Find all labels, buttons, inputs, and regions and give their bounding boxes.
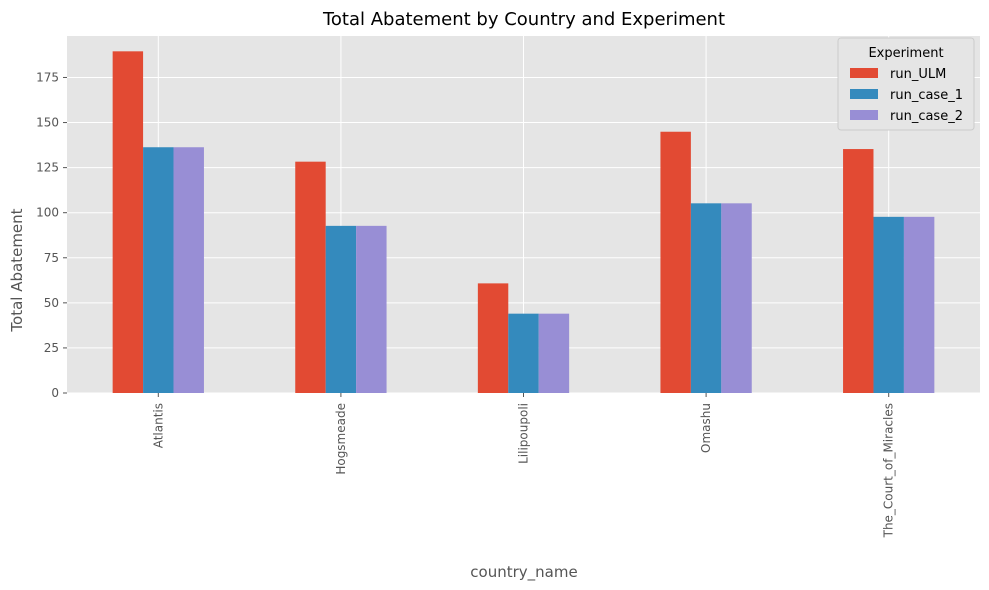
bar-run_case_2-Omashu [721,203,752,393]
bar-run_case_2-The_Court_of_Miracles [903,216,935,393]
bar-run_case_1-Omashu [690,203,722,393]
x-tick-label: Lilipoupoli [517,403,531,464]
x-tick-label: The_Court_of_Miracles [882,403,896,538]
legend-swatch-run_case_1 [850,89,878,99]
legend-title: Experiment [868,46,943,61]
bar-run_case_1-Hogsmeade [325,225,357,393]
bars [112,51,935,394]
x-tick-label: Hogsmeade [334,403,348,475]
y-axis-ticks: 0 25 50 75 100 125 150 175 [36,70,67,400]
legend-label-run_case_1: run_case_1 [890,88,963,103]
bar-run_case_1-The_Court_of_Miracles [873,216,904,393]
legend-swatch-run_case_2 [850,110,878,120]
x-tick-label: Omashu [699,403,713,453]
bar-run_case_2-Atlantis [173,147,204,393]
x-tick-label: Atlantis [151,403,165,448]
bar-run_ULM-Omashu [660,131,691,393]
y-axis-label: Total Abatement [8,208,26,332]
y-tick-label: 0 [51,386,59,400]
bar-run_ULM-Lilipoupoli [477,283,509,393]
bar-run_ULM-Hogsmeade [295,161,326,393]
bar-run_case_1-Atlantis [143,147,174,393]
bar-run_case_1-Lilipoupoli [508,313,539,393]
y-tick-label: 150 [36,116,59,130]
legend-swatch-run_ULM [850,68,878,78]
legend-label-run_ULM: run_ULM [890,67,946,82]
y-tick-label: 175 [36,70,59,84]
x-axis-ticks: Atlantis Hogsmeade Lilipoupoli Omashu The_Co… [151,393,896,538]
legend-box [837,37,975,131]
bar-run_ULM-The_Court_of_Miracles [843,149,874,393]
legend: Experiment run_ULM run_case_1 run_case_2 [837,37,975,131]
y-tick-label: 100 [36,206,59,220]
chart-title: Total Abatement by Country and Experimen… [322,9,725,30]
bar-run_case_2-Hogsmeade [356,225,387,393]
x-axis-label: country_name [470,563,577,582]
y-tick-label: 50 [44,296,59,310]
bar-run_case_2-Lilipoupoli [538,313,570,393]
y-tick-label: 75 [44,251,59,265]
y-tick-label: 125 [36,161,59,175]
legend-label-run_case_2: run_case_2 [890,109,963,124]
bar-run_ULM-Atlantis [112,51,144,394]
y-tick-label: 25 [44,341,59,355]
